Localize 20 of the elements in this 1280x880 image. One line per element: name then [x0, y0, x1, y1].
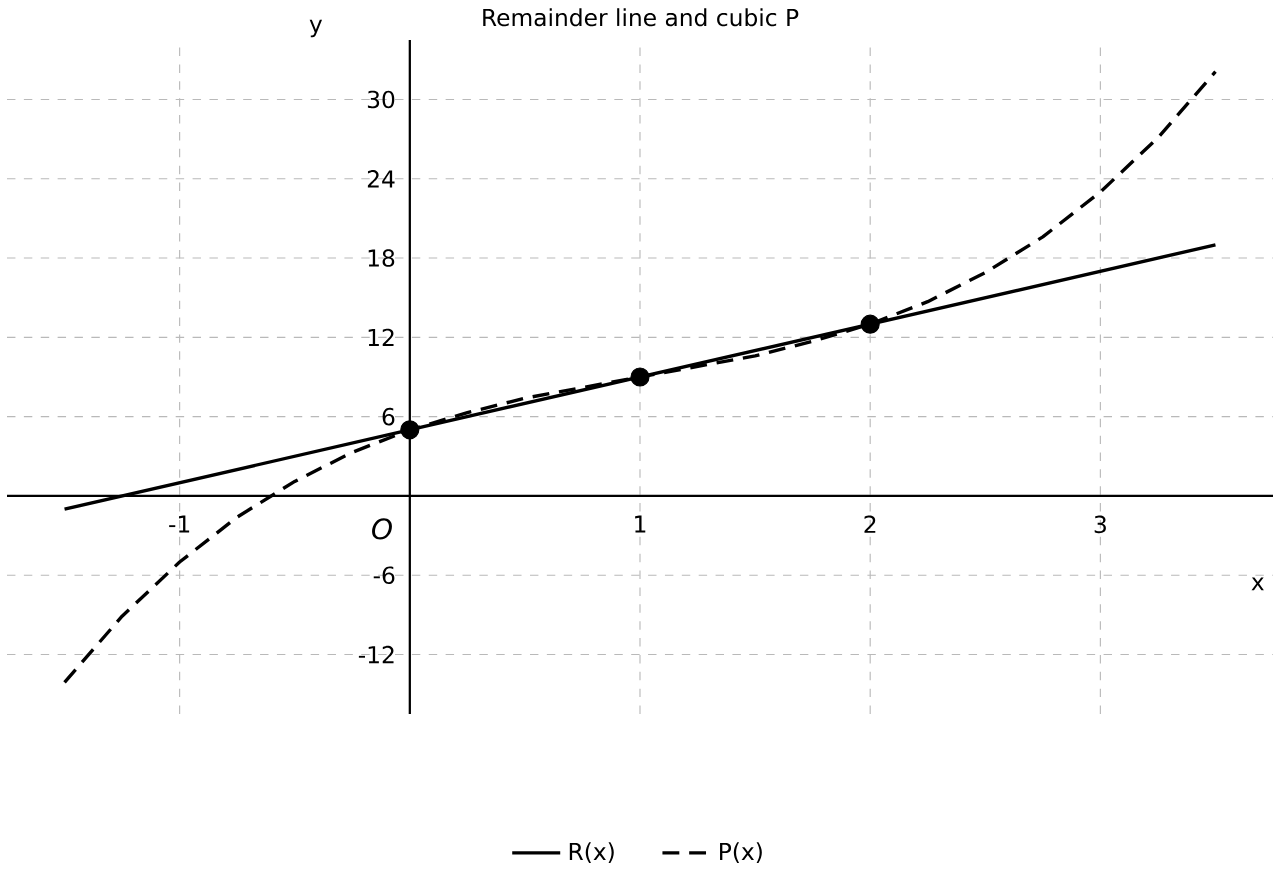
point	[860, 314, 880, 334]
y-tick-label: 24	[367, 170, 395, 188]
y-tick-label: 6	[382, 407, 395, 426]
annotation: O	[372, 518, 392, 540]
x-tick-label: 3	[1094, 515, 1106, 534]
x-tick-label: 2	[864, 515, 876, 533]
y-tick-label: 12	[368, 328, 394, 347]
y-axis-title: y	[309, 19, 323, 38]
y-tick-label: -6	[373, 566, 395, 585]
legend-label: R(x)	[569, 842, 614, 864]
y-tick-label: 30	[367, 90, 395, 109]
y-tick-label: -12	[358, 645, 394, 664]
x-tick-label: 1	[635, 515, 646, 533]
chart-title: Remainder line and cubic P	[483, 8, 799, 27]
point	[630, 367, 650, 387]
legend-label: P(x)	[720, 842, 762, 864]
point	[400, 420, 420, 440]
x-axis-title: x	[1251, 577, 1264, 591]
x-tick-label: -1	[169, 515, 190, 533]
y-tick-label: 18	[368, 249, 395, 267]
